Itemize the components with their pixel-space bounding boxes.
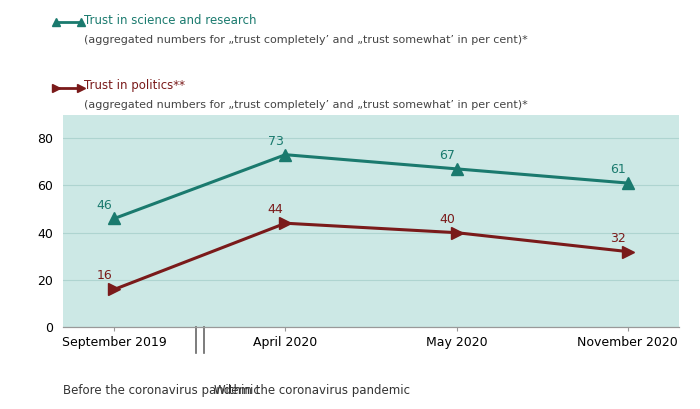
Point — [149, 325, 158, 330]
Text: 61: 61 — [610, 163, 626, 176]
Text: 46: 46 — [97, 198, 113, 211]
Text: 67: 67 — [439, 149, 455, 162]
Point — [110, 325, 118, 330]
Text: (aggregated numbers for „trust completely’ and „trust somewhat’ in per cent)*: (aggregated numbers for „trust completel… — [84, 35, 528, 45]
Text: (aggregated numbers for „trust completely’ and „trust somewhat’ in per cent)*: (aggregated numbers for „trust completel… — [84, 100, 528, 110]
Point — [147, 325, 155, 330]
Text: 32: 32 — [610, 231, 626, 245]
Text: Trust in politics**: Trust in politics** — [84, 79, 185, 92]
Text: Within the coronavirus pandemic: Within the coronavirus pandemic — [214, 384, 410, 398]
Point — [149, 325, 158, 330]
Text: Trust in science and research: Trust in science and research — [84, 14, 256, 27]
Text: Before the coronavirus pandemic: Before the coronavirus pandemic — [63, 384, 260, 398]
Point — [147, 325, 155, 330]
Text: 73: 73 — [268, 135, 284, 148]
Text: 44: 44 — [268, 203, 284, 216]
Text: 40: 40 — [439, 213, 455, 226]
Text: 16: 16 — [97, 270, 113, 283]
Point — [281, 325, 290, 330]
